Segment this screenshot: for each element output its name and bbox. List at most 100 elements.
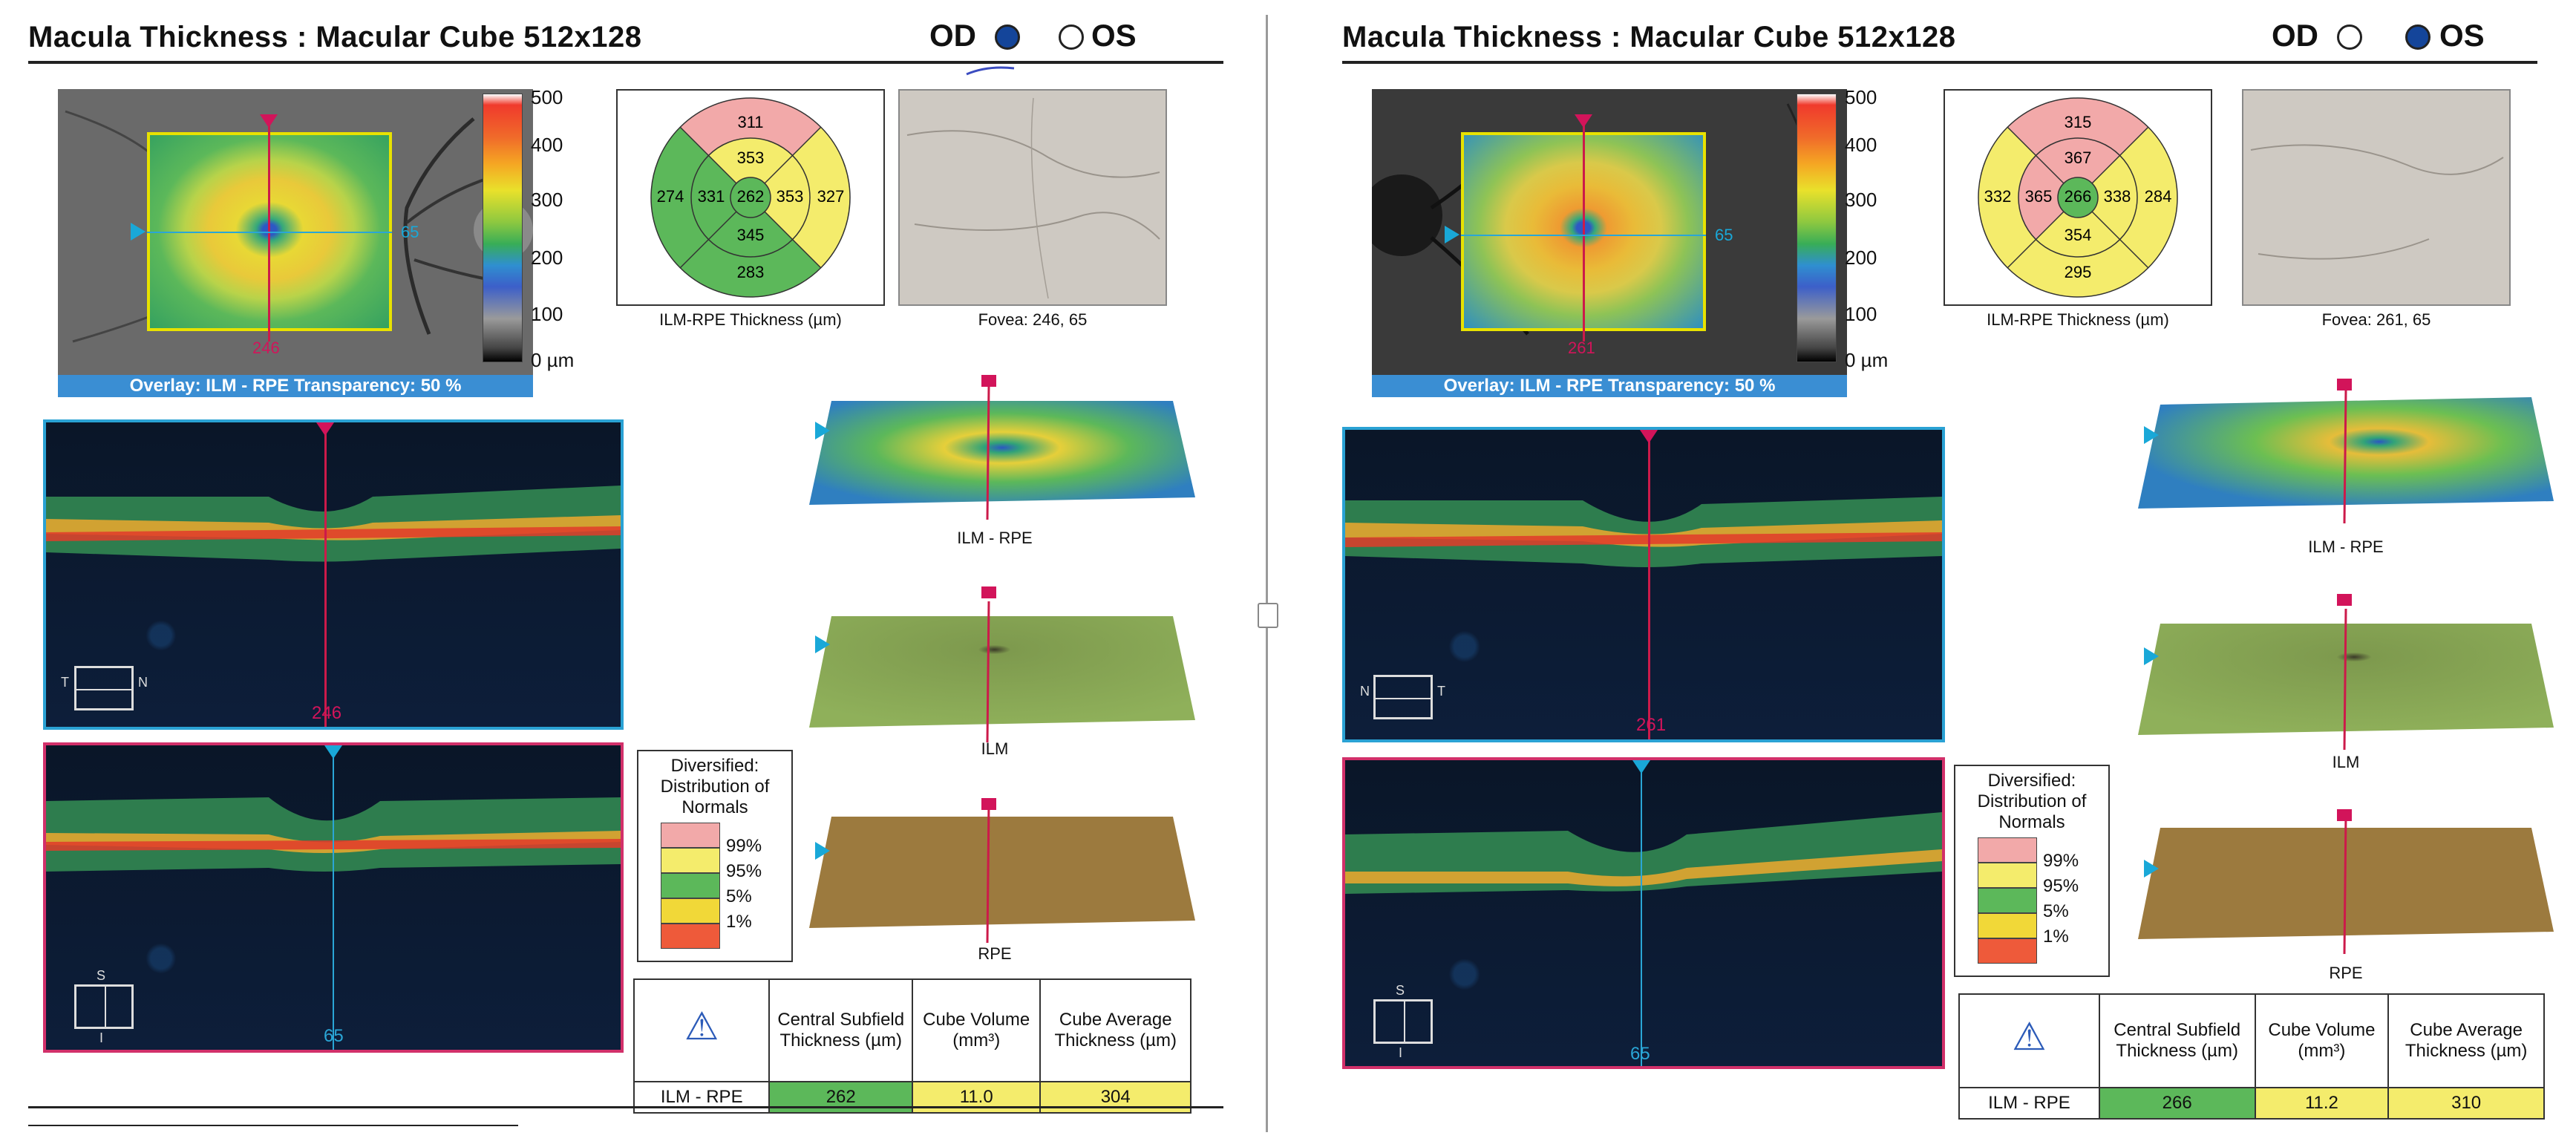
bscan-vertical[interactable]: 65 S I (1342, 757, 1945, 1069)
bscan-position: 246 (312, 703, 342, 723)
os-report-panel: Macula Thickness : Macular Cube 512x128 … (1314, 0, 2576, 1147)
header-central-subfield: Central Subfield Thickness (µm) (768, 978, 913, 1082)
header-cube-volume: Cube Volume (mm³) (911, 978, 1042, 1082)
eye-radio-os[interactable] (1059, 24, 1084, 50)
surface-marker (2337, 594, 2352, 606)
eye-label-os: OS (1091, 18, 1137, 53)
value-cube-volume: 11.2 (2254, 1087, 2390, 1120)
colorbar-label: 100 (531, 303, 563, 325)
surface-marker-left (815, 635, 830, 653)
colorbar-label: 500 (1845, 86, 1877, 108)
surface-ilm[interactable] (802, 594, 1203, 742)
header-central-subfield: Central Subfield Thickness (µm) (2098, 993, 2256, 1088)
bscan-cursor-marker[interactable] (316, 422, 334, 436)
sector-inferior-inner: 354 (2065, 226, 2092, 244)
surface-ilm-rpe[interactable] (2131, 375, 2561, 523)
fovea-slo-image[interactable] (2242, 89, 2511, 306)
surface-marker (981, 375, 996, 387)
eye-radio-od[interactable] (995, 24, 1020, 50)
bscan-cursor-marker[interactable] (324, 745, 342, 759)
legend-label: 95% (2043, 876, 2079, 896)
sector-nasal-inner: 353 (777, 187, 804, 206)
surface-rpe[interactable] (802, 802, 1203, 950)
etdrs-grid[interactable]: 311 353 274 331 262 353 327 345 283 (616, 89, 885, 306)
warning-cell: ⚠ (632, 978, 771, 1082)
colorbar-label: 400 (531, 134, 563, 156)
value-central-subfield: 266 (2098, 1087, 2256, 1120)
sector-temporal-outer: 274 (657, 187, 684, 206)
scan-marker-left[interactable] (1445, 226, 1459, 244)
legend-swatch-1 (1978, 913, 2037, 938)
sector-superior-outer: 311 (737, 113, 763, 131)
thickness-caption: ILM-RPE Thickness (µm) (1987, 310, 2169, 329)
overlay-bar[interactable]: Overlay: ILM - RPE Transparency: 50 % (58, 375, 533, 397)
divider-handle[interactable] (1258, 603, 1278, 628)
fovea-slo-image[interactable] (898, 89, 1167, 306)
scan-marker-top[interactable] (1575, 114, 1592, 128)
bscan-vertical[interactable]: 65 S I (43, 742, 624, 1053)
bscan-cursor (324, 422, 327, 727)
bscan-retina-layers (1345, 497, 1942, 567)
surface-caption: ILM (981, 739, 1009, 758)
legend-label: 1% (2043, 927, 2069, 947)
bscan-cursor-marker[interactable] (1632, 760, 1650, 774)
od-report-panel: Macula Thickness : Macular Cube 512x128 … (0, 0, 1262, 1147)
sector-superior-inner: 367 (2065, 148, 2092, 167)
footer-rule (28, 1106, 1223, 1108)
sector-inferior-outer: 295 (2065, 263, 2092, 281)
legend-swatch-95 (1978, 863, 2037, 888)
fundus-image[interactable]: 65 261 (1372, 89, 1847, 375)
scan-marker-top[interactable] (260, 114, 278, 128)
colorbar-label: 300 (1845, 189, 1877, 211)
eye-radio-os[interactable] (2405, 24, 2430, 50)
fundus-pos-y: 65 (1715, 226, 1733, 244)
sector-inferior-outer: 283 (737, 263, 765, 281)
legend-swatch-red (1978, 938, 2037, 964)
legend-label: 1% (726, 912, 752, 932)
legend-title: Diversified: Distribution of Normals (660, 756, 770, 817)
bscan-horizontal[interactable]: 246 T N (43, 419, 624, 730)
legend-label: 95% (726, 861, 762, 881)
etdrs-grid[interactable]: 315 367 332 365 266 338 284 354 295 (1944, 89, 2212, 306)
sector-temporal-inner: 365 (2025, 187, 2053, 206)
legend-swatch-99 (1978, 837, 2037, 863)
surface-caption: ILM - RPE (2308, 537, 2384, 556)
fundus-pos-x: 246 (252, 339, 280, 357)
bscan-cursor-marker[interactable] (1640, 430, 1658, 443)
orientation-label: T (1437, 684, 1445, 699)
surface-marker (981, 586, 996, 598)
summary-table: ⚠ Central Subfield Thickness (µm) Cube V… (1958, 993, 2545, 1120)
eye-radio-od[interactable] (2337, 24, 2362, 50)
fovea-vessels (906, 97, 1160, 299)
bscan-position: 65 (324, 1026, 344, 1046)
orientation-box (1373, 999, 1433, 1044)
warning-icon: ⚠ (684, 1005, 719, 1048)
surface-marker-left (2144, 426, 2159, 444)
legend-swatch-5 (661, 873, 720, 898)
colorbar-label: 200 (1845, 246, 1877, 269)
eye-label-od: OD (929, 18, 976, 53)
legend-title: Diversified: Distribution of Normals (1977, 771, 2087, 832)
overlay-bar[interactable]: Overlay: ILM - RPE Transparency: 50 % (1372, 375, 1847, 397)
report-title: Macula Thickness : Macular Cube 512x128 (28, 21, 642, 53)
scan-marker-left[interactable] (131, 223, 146, 241)
surface-caption: RPE (2329, 964, 2363, 982)
fundus-pos-y: 65 (401, 223, 419, 241)
surface-rpe[interactable] (2131, 813, 2561, 961)
surface-ilm-rpe[interactable] (802, 371, 1203, 520)
sector-superior-outer: 315 (2065, 113, 2092, 131)
surface-marker (2337, 379, 2352, 390)
orientation-label: N (138, 675, 148, 690)
surface-ilm[interactable] (2131, 601, 2561, 750)
surface-marker-left (2144, 647, 2159, 665)
sector-temporal-outer: 332 (1984, 187, 2012, 206)
row-label: ILM - RPE (1958, 1087, 2100, 1120)
sector-nasal-outer: 327 (817, 187, 845, 206)
sector-nasal-outer: 284 (2145, 187, 2172, 206)
footer-rule (28, 1125, 518, 1126)
value-cube-average: 310 (2387, 1087, 2545, 1120)
fundus-image[interactable]: 65 246 (58, 89, 533, 375)
bscan-horizontal[interactable]: 261 N T (1342, 427, 1945, 742)
surface-caption: RPE (978, 944, 1012, 963)
thickness-caption: ILM-RPE Thickness (µm) (659, 310, 842, 329)
